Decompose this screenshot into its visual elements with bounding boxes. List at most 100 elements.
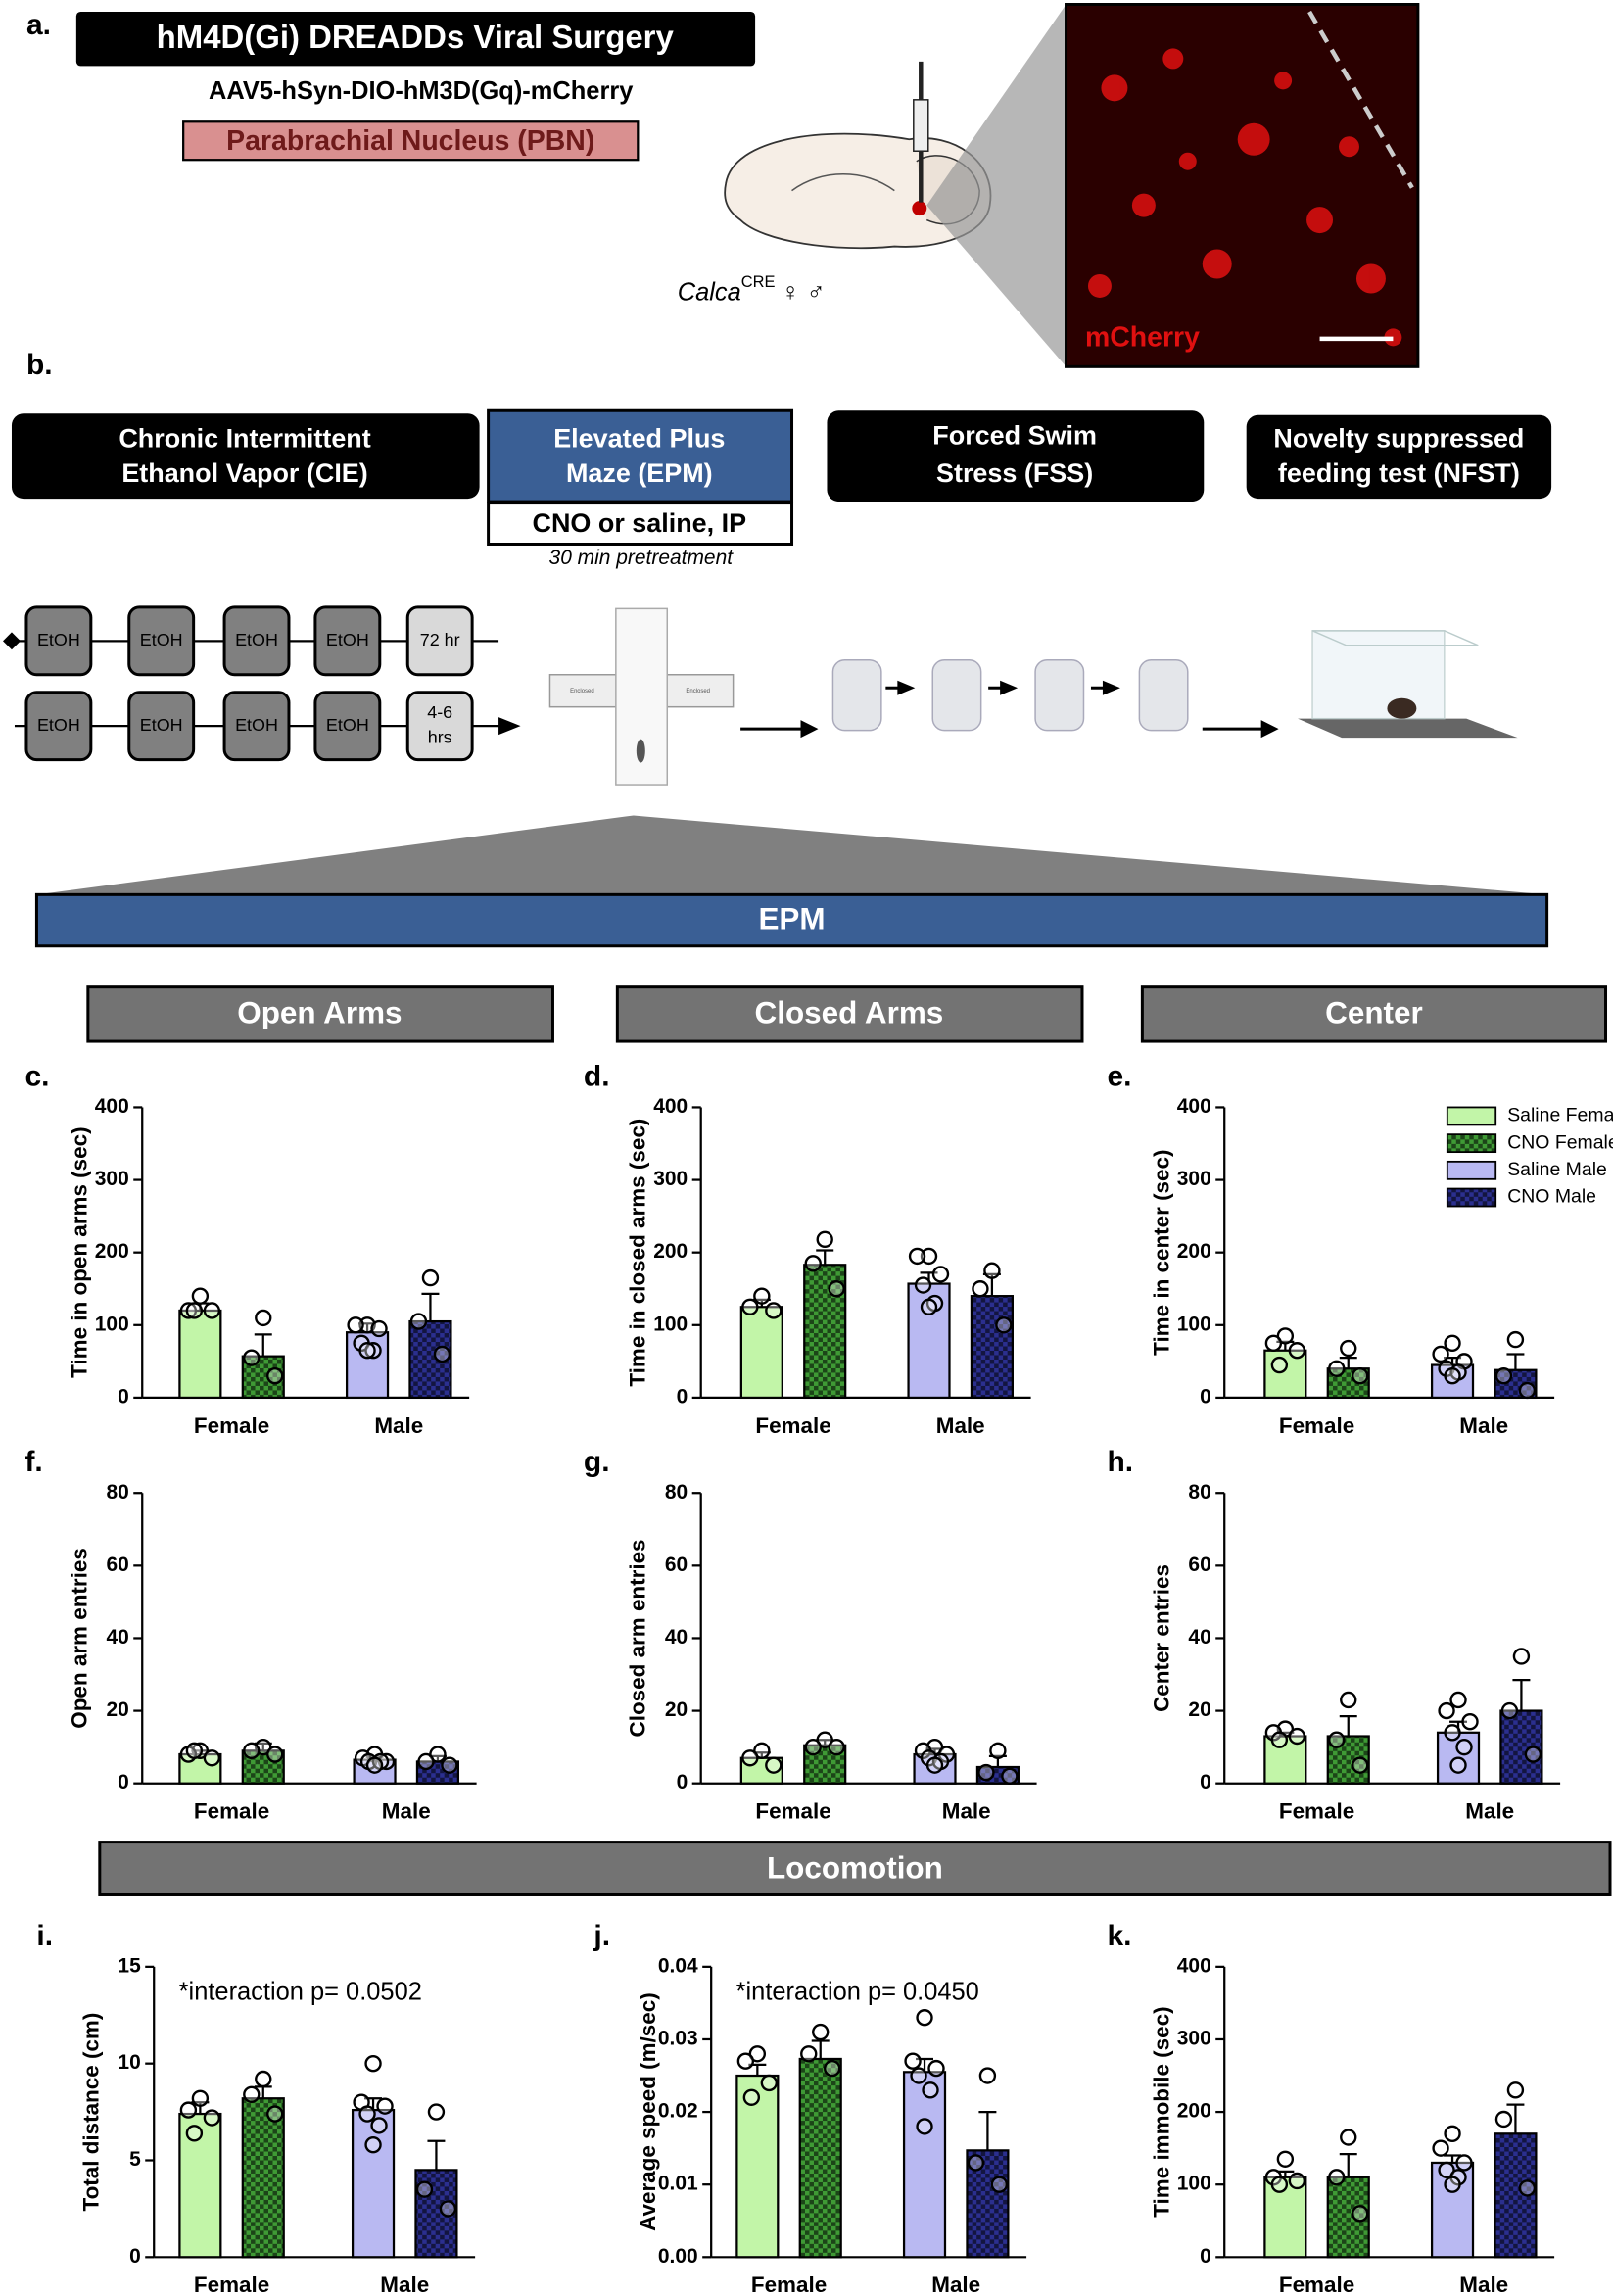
timeline-diamond: [2, 632, 21, 650]
bar: [735, 2074, 780, 2259]
data-point: [1276, 2150, 1295, 2168]
error-bar: [1339, 1357, 1357, 1369]
data-point: [1288, 2172, 1306, 2190]
y-axis-label: Time immobile (sec): [1149, 2006, 1173, 2217]
image-label: mCherry: [1085, 321, 1200, 353]
step-label: feeding test (NFST): [1278, 458, 1520, 488]
data-point: [990, 2176, 1009, 2193]
bar: [414, 2169, 458, 2259]
annotation: *interaction p= 0.0502: [179, 1979, 422, 2006]
y-axis-label: Total distance (cm): [78, 2013, 103, 2212]
bar: [178, 1752, 222, 1785]
banner-box: [34, 892, 1549, 948]
step-label: Elevated Plus: [553, 423, 725, 453]
y-tick-label: 80: [1188, 1481, 1210, 1504]
data-point: [1449, 1756, 1467, 1774]
bar: [241, 2097, 285, 2259]
y-tick-label: 60: [1188, 1554, 1210, 1576]
error-bar: [254, 1333, 272, 1357]
y-tick-label: 5: [129, 2148, 141, 2171]
data-point: [1444, 2125, 1461, 2143]
data-point: [1455, 2154, 1473, 2172]
section-header: [86, 985, 554, 1043]
data-point: [1340, 1339, 1357, 1358]
data-point: [989, 1742, 1007, 1760]
data-point: [1432, 1345, 1449, 1363]
y-tick-label: 0: [677, 1771, 688, 1794]
error-bar: [1506, 1353, 1525, 1370]
data-point: [365, 1756, 384, 1774]
data-point: [243, 1742, 261, 1760]
gene-superscript: CRE: [741, 273, 776, 291]
data-point: [1506, 2081, 1525, 2099]
y-axis-label: Time in open arms (sec): [67, 1126, 91, 1377]
data-point: [203, 1749, 221, 1767]
cell-bodies: [1087, 48, 1402, 347]
legend-label: Saline Male: [1507, 1159, 1607, 1180]
data-point: [741, 1749, 759, 1767]
section-header: [1140, 985, 1608, 1043]
x-tick-label: Female: [755, 1799, 830, 1824]
data-point: [370, 1319, 388, 1338]
maze-label: Enclosed: [570, 689, 594, 694]
boundary-line: [1307, 10, 1414, 189]
y-axis-label: Center entries: [1149, 1564, 1173, 1712]
data-point: [427, 2103, 446, 2121]
treatment-label: CNO or saline, IP: [533, 508, 747, 538]
error-bar: [1339, 1715, 1357, 1737]
data-point: [1444, 1366, 1461, 1385]
y-axis-label: Closed arm entries: [626, 1539, 650, 1737]
ethanol-block: [127, 605, 196, 677]
chart: g. 0 20 40 60 80 Closed arm entries Female Male: [584, 1446, 1037, 1824]
y-tick-label: 400: [1177, 1095, 1211, 1118]
sexes: ♀ ♂: [782, 278, 826, 306]
data-point: [804, 1738, 822, 1756]
data-point: [828, 1738, 845, 1756]
data-point: [409, 1313, 428, 1330]
data-point: [1449, 1691, 1467, 1709]
bar: [739, 1306, 783, 1400]
chart: h. 0 20 40 60 80 Center entries Female Male: [1107, 1446, 1561, 1824]
y-tick-label: 300: [653, 1168, 688, 1190]
bar: [803, 1744, 847, 1785]
bar: [1494, 2132, 1538, 2259]
x-tick-label: Male: [1459, 1413, 1508, 1438]
genotype: CalcaCRE ♀ ♂: [678, 273, 826, 306]
x-tick-label: Female: [751, 2272, 827, 2296]
bar: [966, 2149, 1010, 2259]
error-bar: [811, 2039, 830, 2059]
data-point: [185, 1742, 204, 1760]
data-point: [1455, 1738, 1473, 1756]
data-point: [1352, 1366, 1369, 1385]
data-point: [179, 1302, 198, 1319]
ethanol-label: EtOH: [326, 630, 369, 649]
novelty-cage: [1298, 630, 1518, 739]
ethanol-label: EtOH: [37, 715, 80, 735]
section-title: Closed Arms: [755, 995, 944, 1029]
x-tick-label: Female: [755, 1413, 830, 1438]
ethanol-label: EtOH: [235, 715, 278, 735]
chart: i. 0 5 10 15 Total distance (cm) Female Male *in…: [36, 1920, 476, 2296]
data-point: [804, 1255, 822, 1272]
y-tick-label: 40: [1188, 1626, 1210, 1649]
ethanol-block: [222, 691, 291, 762]
data-point: [1438, 1701, 1455, 1720]
small-arrows: [885, 680, 1120, 695]
chart: k. 0 100 200 300 400 Time immobile (sec) Female…: [1107, 1920, 1555, 2296]
data-point: [753, 1287, 771, 1305]
treatment-box: [487, 502, 794, 546]
error-bar: [978, 2110, 997, 2151]
x-tick-label: Male: [374, 1413, 423, 1438]
legend-label: CNO Male: [1507, 1186, 1596, 1208]
data-point: [800, 2045, 818, 2063]
x-tick-label: Male: [382, 1799, 431, 1824]
plus-maze: [548, 607, 735, 786]
y-tick-label: 300: [1177, 1168, 1211, 1190]
x-tick-label: Female: [1279, 1799, 1354, 1824]
bar: [798, 2057, 842, 2259]
data-point: [347, 1316, 364, 1334]
timeline: EtOH EtOH EtOH EtOH 72 hr EtOH EtOH EtOH EtOH 4-6…: [24, 605, 474, 762]
data-point: [904, 2052, 922, 2070]
injection-site: [912, 201, 927, 216]
